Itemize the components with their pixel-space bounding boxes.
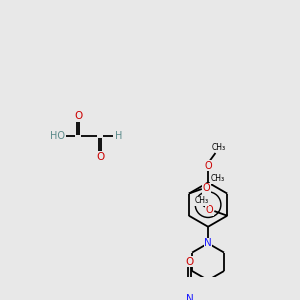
Text: O: O [206,205,214,215]
Text: O: O [202,183,210,193]
Text: HO: HO [50,131,65,141]
Text: H: H [115,131,122,141]
Text: N: N [186,294,194,300]
Text: CH₃: CH₃ [210,174,224,183]
Text: O: O [96,152,104,162]
Text: CH₃: CH₃ [212,143,226,152]
Text: O: O [204,161,212,171]
Text: CH₃: CH₃ [194,196,208,206]
Text: O: O [185,257,194,267]
Text: N: N [204,238,212,248]
Text: O: O [74,111,82,121]
